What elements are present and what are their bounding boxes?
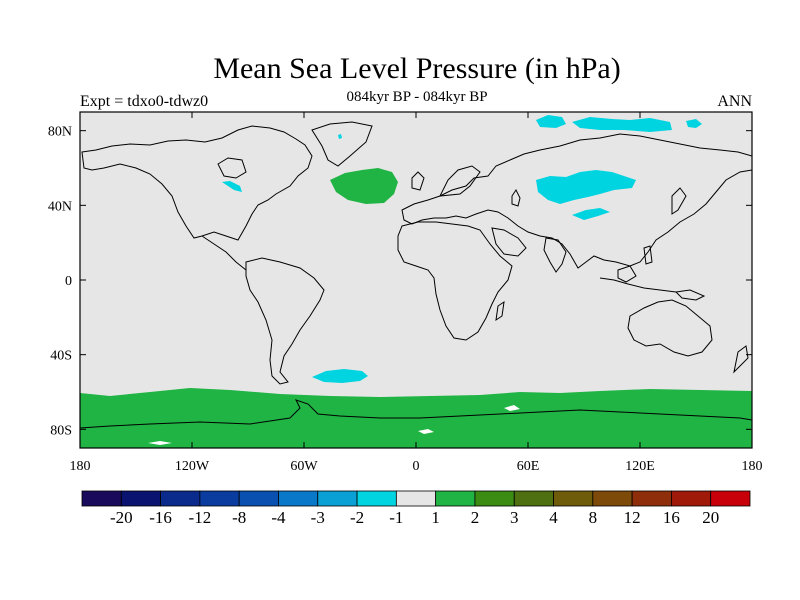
colorbar-swatch [474, 490, 515, 507]
negative-anomaly-arctic-3 [686, 119, 702, 128]
coastline-antarctica [80, 399, 752, 429]
coastlines [80, 121, 752, 429]
colorbar-label: 2 [471, 508, 480, 527]
negative-anomaly-arctic [536, 115, 566, 128]
negative-anomaly-north-america [222, 181, 242, 192]
y-tick-label: 40S [50, 349, 72, 364]
y-tick-label: 0 [65, 274, 72, 289]
colorbar-label: -2 [350, 508, 364, 527]
coastline-scandinavia [439, 165, 481, 197]
axis-ticks: 180 120W 60W 0 60E 120E 180 80N 40N 0 40S 80S [48, 112, 763, 474]
colorbar-label: -8 [232, 508, 246, 527]
colorbar-swatch [160, 490, 201, 507]
coastline-africa [397, 221, 513, 341]
x-tick-label: 60E [517, 459, 540, 474]
colorbar-swatch [317, 490, 358, 507]
y-tick-label: 80S [50, 423, 72, 438]
antarctic-gap-3 [504, 405, 520, 411]
colorbar-label: 3 [510, 508, 519, 527]
negative-anomaly-arctic-4 [338, 134, 342, 139]
x-tick-label: 120W [175, 459, 210, 474]
experiment-label: Expt = tdxo0-tdwz0 [80, 93, 209, 110]
coastline-philippines [643, 245, 653, 265]
coastline-arabia [491, 227, 527, 257]
colorbar-label: -16 [149, 508, 172, 527]
coastline-greenland [311, 121, 373, 167]
colorbar-swatch [671, 490, 712, 507]
coastline-madagascar [495, 300, 505, 322]
colorbar-swatch [553, 490, 594, 507]
colorbar-label: 12 [624, 508, 641, 527]
colorbar-swatch [513, 490, 554, 507]
coastline-british-isles [411, 171, 425, 191]
coastline-south-america [245, 257, 325, 385]
negative-anomaly-arctic-2 [572, 117, 672, 132]
colorbar-swatch [81, 490, 122, 507]
colorbar-swatch [278, 490, 319, 507]
coastline-australia [627, 299, 713, 357]
coastline-new-guinea [674, 289, 706, 301]
colorbar-swatch [710, 490, 751, 507]
coastline-new-zealand [733, 345, 749, 374]
map-title: Mean Sea Level Pressure (in hPa) [213, 52, 621, 85]
x-tick-label: 180 [742, 459, 763, 474]
season-label: ANN [717, 93, 752, 110]
x-tick-label: 60W [290, 459, 318, 474]
coastline-india [543, 237, 567, 273]
y-tick-label: 40N [48, 199, 72, 214]
colorbar-swatch [199, 490, 240, 507]
colorbar-label: -1 [389, 508, 403, 527]
antarctic-gap-1 [148, 441, 172, 445]
coastline-north-america [81, 125, 313, 241]
coastline-borneo [617, 265, 637, 283]
colorbar-label: 8 [589, 508, 598, 527]
x-tick-label: 120E [625, 459, 655, 474]
y-tick-label: 80N [48, 125, 72, 140]
colorbar-label: -3 [311, 508, 325, 527]
colorbar-swatch [238, 490, 279, 507]
coastline-hudson-bay [217, 157, 247, 179]
coastline-caspian [511, 189, 521, 207]
colorbar-swatch [356, 490, 397, 507]
map-subtitle: 084kyr BP - 084kyr BP [346, 89, 488, 105]
colorbar: -20 -16 -12 -8 -4 -3 -2 -1 1 2 3 4 8 12 16 20 [81, 490, 751, 527]
negative-anomaly-south-atlantic [312, 369, 368, 383]
colorbar-swatch [120, 490, 161, 507]
colorbar-label: -12 [189, 508, 212, 527]
colorbar-label: -20 [110, 508, 133, 527]
colorbar-swatch [592, 490, 633, 507]
colorbar-label: 16 [663, 508, 680, 527]
negative-anomaly-central-asia [536, 170, 636, 204]
coastline-eurasia [401, 133, 752, 269]
colorbar-label: -4 [271, 508, 286, 527]
negative-anomaly-tibet [572, 208, 610, 220]
colorbar-label: 1 [431, 508, 440, 527]
colorbar-swatch [395, 490, 437, 507]
coastline-japan [671, 187, 687, 215]
colorbar-label: 20 [702, 508, 719, 527]
antarctic-gap-2 [418, 429, 434, 434]
colorbar-swatch [631, 490, 672, 507]
x-tick-label: 180 [70, 459, 91, 474]
colorbar-label: 4 [549, 508, 558, 527]
coastline-indonesia [599, 277, 677, 293]
coastline-central-america [201, 235, 247, 271]
positive-anomaly-north-atlantic [330, 168, 398, 204]
colorbar-swatch [435, 490, 476, 507]
x-tick-label: 0 [413, 459, 420, 474]
